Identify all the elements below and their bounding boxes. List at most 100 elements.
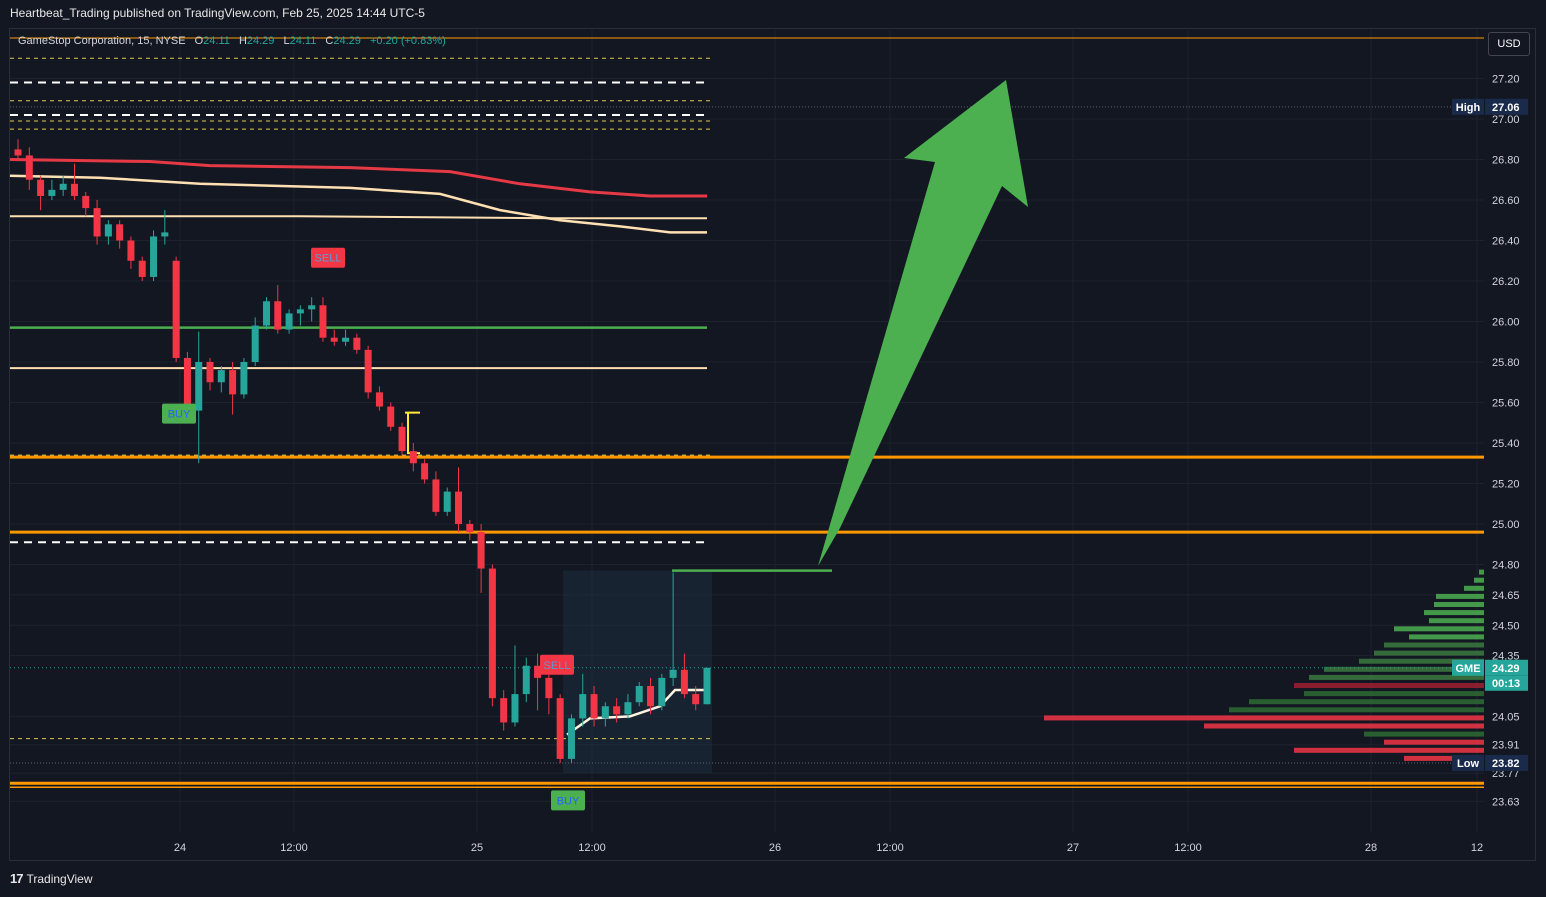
low-price-tag-value: 23.82 bbox=[1492, 758, 1520, 770]
volume-profile bbox=[1044, 569, 1484, 761]
volume-bar bbox=[1404, 755, 1484, 761]
volume-bar bbox=[1229, 707, 1484, 713]
candle-body bbox=[477, 532, 485, 569]
candle-body bbox=[262, 301, 270, 326]
candle-body bbox=[353, 337, 361, 350]
y-tick-label: 24.35 bbox=[1492, 651, 1520, 663]
candle-body bbox=[658, 677, 666, 707]
candle-body bbox=[161, 232, 169, 237]
footer-brand[interactable]: 17 TradingView bbox=[10, 871, 93, 886]
candle-body bbox=[375, 392, 383, 407]
candle-body bbox=[669, 669, 677, 678]
currency-button[interactable]: USD bbox=[1488, 32, 1530, 56]
y-tick-label: 25.40 bbox=[1492, 438, 1520, 450]
candle-body bbox=[692, 694, 700, 705]
y-tick-label: 27.20 bbox=[1492, 74, 1520, 86]
candle-body bbox=[398, 426, 406, 452]
yellow-bracket bbox=[405, 411, 420, 455]
high-label: H bbox=[238, 35, 247, 47]
candle-body bbox=[70, 183, 78, 196]
signal-tag-box bbox=[311, 247, 345, 268]
brand-name: TradingView bbox=[26, 871, 93, 886]
x-tick-label: 12:00 bbox=[1174, 842, 1202, 854]
candle-body bbox=[138, 260, 146, 277]
volume-bar bbox=[1294, 683, 1484, 688]
candle-body bbox=[116, 224, 124, 241]
time-axis: 24 12:00 25 12:00 26 12:00 27 12:00 28 12 bbox=[174, 842, 1483, 854]
candle-body bbox=[319, 305, 327, 338]
high-price-tag-label-bg bbox=[1452, 98, 1484, 115]
volume-bar bbox=[1424, 610, 1484, 616]
buy-signal-tag[interactable]: BUY bbox=[162, 403, 196, 424]
buy-signal-tag[interactable]: BUY bbox=[551, 790, 585, 811]
candle-body bbox=[488, 568, 496, 699]
sell-signal-tag[interactable]: SELL bbox=[311, 247, 345, 268]
candle-body bbox=[556, 698, 564, 759]
volume-bar bbox=[1464, 585, 1484, 591]
candle-body bbox=[37, 179, 45, 196]
countdown-value: 00:13 bbox=[1492, 678, 1520, 690]
y-tick-label: 23.77 bbox=[1492, 768, 1520, 780]
low-price-tag-label-bg bbox=[1452, 754, 1484, 771]
low-price-tag-value-bg bbox=[1485, 754, 1528, 771]
candle-body bbox=[330, 337, 338, 342]
signal-tag-box bbox=[162, 403, 196, 424]
countdown-bg bbox=[1485, 675, 1528, 691]
y-tick-label: 27.00 bbox=[1492, 114, 1520, 126]
signal-tag-label: BUY bbox=[557, 795, 580, 807]
volume-bar bbox=[1394, 626, 1484, 632]
x-tick-label: 12:00 bbox=[578, 842, 606, 854]
price-axis: 27.20 27.00 26.80 26.60 26.40 26.20 26.00 25.80… bbox=[1452, 74, 1528, 808]
signal-tag-label: SELL bbox=[544, 660, 571, 672]
volume-bar bbox=[1364, 731, 1484, 737]
candles bbox=[14, 139, 711, 763]
volume-bar bbox=[1294, 747, 1484, 753]
candle-body bbox=[206, 362, 214, 383]
high-price-tag-value-bg bbox=[1485, 98, 1528, 115]
volume-bar bbox=[1474, 577, 1484, 583]
candle-body bbox=[251, 325, 259, 362]
volume-bar bbox=[1434, 602, 1484, 607]
symbol-legend[interactable]: GameStop Corporation, 15, NYSE O24.11 H2… bbox=[18, 35, 446, 47]
y-tick-label: 25.80 bbox=[1492, 357, 1520, 369]
x-tick-label: 12 bbox=[1471, 842, 1483, 854]
x-tick-label: 25 bbox=[471, 842, 483, 854]
vwap-line bbox=[566, 688, 707, 736]
candle-body bbox=[624, 702, 632, 715]
candle-body bbox=[82, 195, 90, 209]
y-tick-label: 25.20 bbox=[1492, 479, 1520, 491]
volume-bar bbox=[1384, 642, 1484, 648]
y-tick-label: 26.60 bbox=[1492, 195, 1520, 207]
candle-body bbox=[274, 301, 282, 330]
x-tick-label: 12:00 bbox=[280, 842, 308, 854]
high-value: 24.29 bbox=[246, 35, 275, 47]
candle-body bbox=[579, 694, 587, 719]
candle-body bbox=[240, 362, 248, 395]
candle-body bbox=[601, 706, 609, 719]
last-price-tag-label: GME bbox=[1455, 663, 1480, 675]
y-tick-label: 24.05 bbox=[1492, 711, 1520, 723]
candle-body bbox=[455, 491, 463, 524]
x-tick-label: 27 bbox=[1067, 842, 1079, 854]
candle-body bbox=[25, 155, 33, 180]
high-price-tag: High 27.06 bbox=[1452, 98, 1528, 115]
y-tick-label: 25.00 bbox=[1492, 519, 1520, 531]
x-tick-label: 26 bbox=[769, 842, 781, 854]
close-label: C bbox=[325, 35, 334, 47]
low-label: L bbox=[283, 35, 290, 47]
candle-body bbox=[308, 305, 316, 310]
candle-body bbox=[104, 224, 112, 237]
candle-body bbox=[567, 718, 575, 759]
volume-bar bbox=[1324, 666, 1484, 672]
sell-signal-tag[interactable]: SELL bbox=[540, 654, 574, 675]
candle-body bbox=[443, 491, 451, 512]
y-tick-label: 26.40 bbox=[1492, 236, 1520, 248]
price-levels bbox=[10, 37, 1484, 788]
range-box bbox=[563, 570, 712, 774]
signal-tag-label: BUY bbox=[168, 409, 191, 421]
bullish-arrow bbox=[818, 80, 1028, 566]
y-tick-label: 23.63 bbox=[1492, 796, 1520, 808]
candle-body bbox=[229, 370, 237, 395]
candle-body bbox=[195, 362, 203, 411]
